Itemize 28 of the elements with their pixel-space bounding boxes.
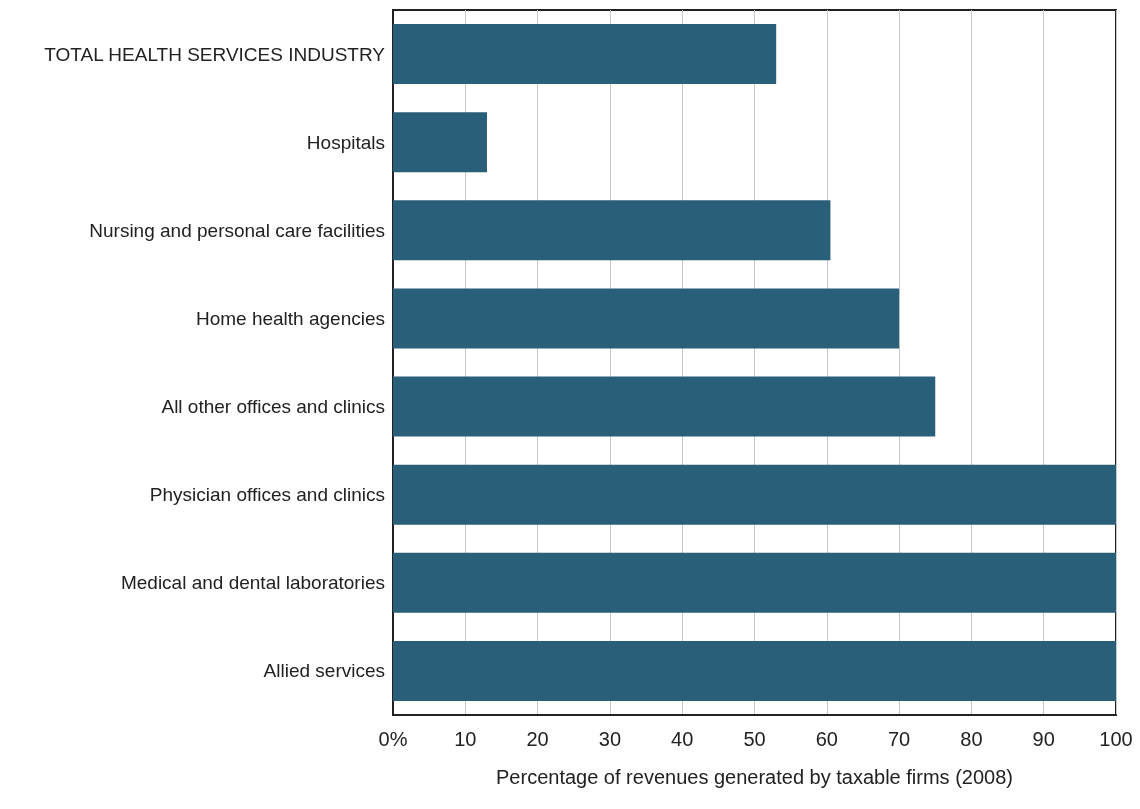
bar (393, 640, 1116, 701)
bar (393, 200, 831, 261)
x-tick-label: 50 (743, 728, 766, 750)
x-tick-label: 100 (1099, 728, 1133, 750)
y-tick-label: TOTAL HEALTH SERVICES INDUSTRY (44, 43, 386, 65)
y-tick-label: Allied services (263, 660, 385, 682)
x-tick-label: 80 (960, 728, 983, 750)
bar (393, 288, 900, 349)
y-tick-label: Nursing and personal care facilities (89, 219, 385, 241)
x-axis-title: Percentage of revenues generated by taxable firms (2008) (496, 766, 1013, 788)
x-tick-label: 90 (1032, 728, 1055, 750)
bar (393, 376, 936, 437)
x-tick-label: 10 (454, 728, 477, 750)
bar (393, 552, 1116, 613)
y-tick-label: Physician offices and clinics (149, 484, 385, 506)
y-tick-label: Home health agencies (195, 307, 385, 329)
x-tick-label: 40 (671, 728, 694, 750)
x-tick-label: 60 (815, 728, 838, 750)
x-tick-label: 20 (526, 728, 549, 750)
x-tick-label: 0% (378, 728, 408, 750)
x-tick-label: 70 (887, 728, 911, 750)
bar (393, 112, 487, 173)
y-tick-label: All other offices and clinics (161, 396, 385, 418)
x-tick-label: 30 (598, 728, 622, 750)
bar (393, 24, 777, 85)
y-tick-label: Hospitals (306, 131, 385, 153)
bar (393, 464, 1116, 525)
y-tick-label: Medical and dental laboratories (120, 572, 385, 594)
